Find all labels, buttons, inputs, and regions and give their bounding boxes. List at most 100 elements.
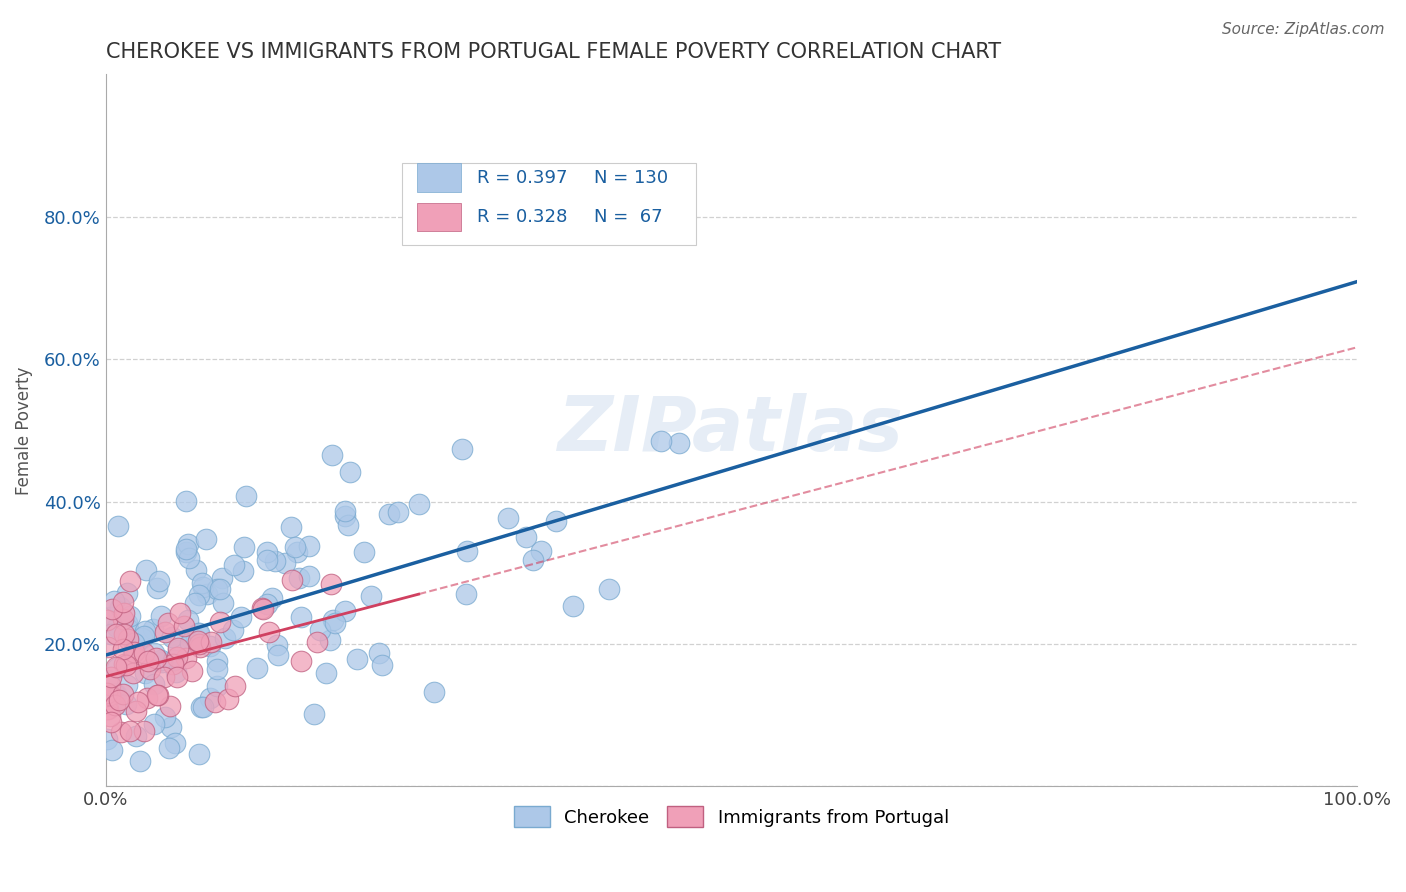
Point	[288, 571, 311, 585]
Point	[117, 615, 139, 630]
Point	[96, 613, 118, 627]
Point	[176, 541, 198, 556]
FancyBboxPatch shape	[418, 202, 461, 231]
Point	[115, 586, 138, 600]
Point	[167, 640, 190, 655]
Legend: Cherokee, Immigrants from Portugal: Cherokee, Immigrants from Portugal	[506, 799, 956, 834]
Point	[190, 700, 212, 714]
Point	[298, 539, 321, 553]
Point	[105, 627, 128, 641]
FancyBboxPatch shape	[418, 163, 461, 192]
Point	[179, 551, 201, 566]
Point	[252, 602, 274, 616]
Point	[263, 554, 285, 568]
Point	[165, 665, 187, 679]
Point	[186, 632, 208, 646]
Point	[173, 619, 195, 633]
Point	[166, 650, 188, 665]
Point	[180, 665, 202, 679]
Point	[256, 553, 278, 567]
Point	[267, 648, 290, 663]
Point	[179, 636, 201, 650]
Text: R = 0.328: R = 0.328	[478, 208, 568, 226]
Point	[305, 635, 328, 649]
Point	[224, 679, 246, 693]
Point	[257, 625, 280, 640]
Point	[186, 563, 208, 577]
Point	[232, 564, 254, 578]
Point	[246, 661, 269, 675]
Point	[346, 651, 368, 665]
Point	[96, 686, 118, 700]
Point	[195, 587, 218, 601]
Point	[103, 686, 125, 700]
Point	[322, 613, 344, 627]
Point	[131, 631, 153, 645]
Point	[118, 574, 141, 588]
Point	[205, 662, 228, 676]
Point	[134, 624, 156, 638]
Point	[281, 574, 304, 588]
Point	[107, 519, 129, 533]
Point	[101, 743, 124, 757]
Point	[159, 699, 181, 714]
Point	[148, 689, 170, 703]
Point	[153, 625, 176, 640]
Point	[112, 594, 135, 608]
Point	[166, 643, 188, 657]
Point	[122, 636, 145, 650]
Point	[378, 508, 401, 522]
Point	[153, 710, 176, 724]
Point	[105, 661, 128, 675]
Point	[153, 670, 176, 684]
Point	[104, 698, 127, 713]
Point	[176, 494, 198, 508]
Point	[160, 720, 183, 734]
Point	[148, 574, 170, 589]
Point	[214, 631, 236, 645]
Point	[333, 509, 356, 524]
Point	[98, 688, 121, 702]
Point	[177, 537, 200, 551]
Point	[209, 582, 232, 597]
Point	[598, 582, 620, 596]
Point	[112, 657, 135, 671]
Point	[100, 714, 122, 729]
Point	[335, 503, 357, 517]
Point	[232, 540, 254, 554]
Point	[124, 649, 146, 664]
Point	[143, 717, 166, 731]
Point	[188, 588, 211, 602]
Point	[222, 623, 245, 637]
Point	[315, 665, 337, 680]
Point	[273, 556, 295, 570]
Point	[110, 724, 132, 739]
Point	[162, 657, 184, 671]
Point	[205, 680, 228, 694]
Point	[134, 646, 156, 660]
Point	[522, 552, 544, 566]
Point	[132, 724, 155, 739]
Point	[188, 640, 211, 655]
Point	[98, 709, 121, 723]
Point	[235, 489, 257, 503]
Point	[150, 609, 173, 624]
Point	[166, 670, 188, 684]
Point	[454, 587, 477, 601]
Point	[224, 558, 246, 573]
Point	[98, 678, 121, 692]
Point	[256, 544, 278, 558]
Point	[156, 615, 179, 630]
Point	[118, 609, 141, 624]
Point	[117, 622, 139, 636]
Point	[100, 626, 122, 640]
Point	[134, 665, 156, 680]
Point	[103, 593, 125, 607]
Point	[176, 613, 198, 627]
Point	[360, 589, 382, 603]
Point	[450, 442, 472, 456]
Point	[229, 609, 252, 624]
Text: CHEROKEE VS IMMIGRANTS FROM PORTUGAL FEMALE POVERTY CORRELATION CHART: CHEROKEE VS IMMIGRANTS FROM PORTUGAL FEM…	[105, 42, 1001, 62]
Point	[319, 632, 342, 647]
Point	[174, 545, 197, 559]
